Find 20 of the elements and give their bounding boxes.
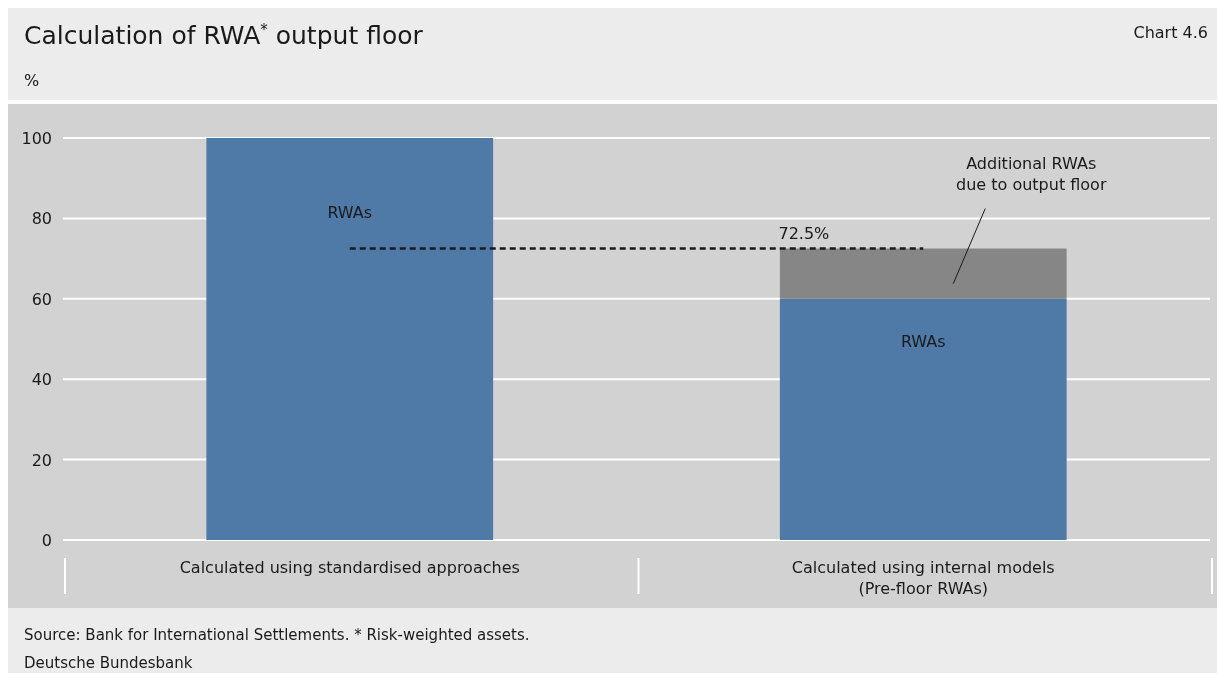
chart-title: Calculation of RWA$^{*}$ output floor [24, 21, 424, 50]
series-label: RWAs [900, 332, 946, 352]
ref-line-label: 72.5% [778, 223, 830, 243]
x-tick-label: Calculated using internal models (Pre-floor RWAs) [791, 558, 1055, 598]
caption: Chart 4.6 [1133, 23, 1208, 42]
y-tick-label: 40 [31, 370, 52, 390]
y-tick-label: 80 [31, 209, 52, 229]
y-axis-title: % [24, 71, 40, 90]
y-tick-label: 0 [41, 531, 52, 550]
y-tick-label: 20 [31, 450, 52, 470]
y-tick-label: 100 [21, 129, 52, 148]
bar [779, 298, 1067, 540]
text: Additional RWAs due to output floor [956, 153, 1107, 194]
text: RWAs [327, 203, 373, 223]
bar [779, 248, 1067, 299]
x-tick-label: Calculated using standardised approaches [179, 558, 520, 577]
text: Deutsche Bundesbank [24, 654, 193, 672]
source-note: Source: Bank for International Settlements. * Risk-weighted assets. [24, 626, 530, 644]
bar [206, 138, 494, 540]
y-tick-label: 60 [31, 289, 52, 309]
